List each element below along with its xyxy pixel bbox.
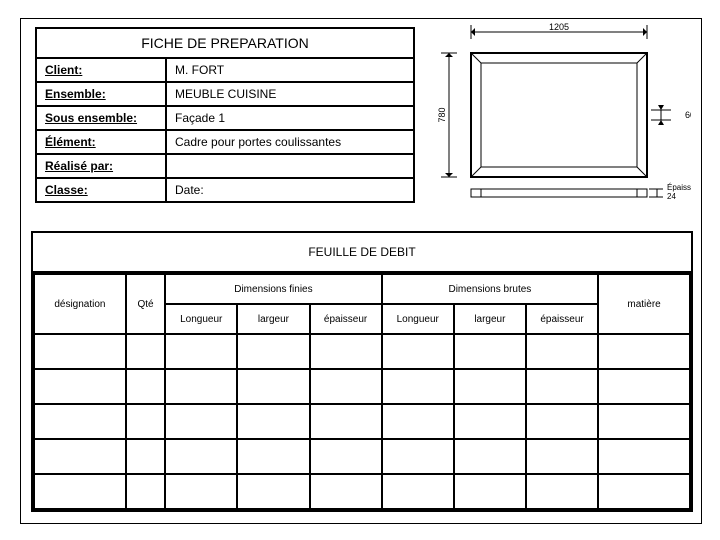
- table-cell: [382, 474, 454, 509]
- col-material: matière: [598, 274, 690, 334]
- table-cell: [126, 404, 165, 439]
- prep-value: M. FORT: [166, 58, 414, 82]
- prep-label: Classe:: [36, 178, 166, 202]
- table-row: [34, 474, 690, 509]
- table-cell: [34, 474, 126, 509]
- prep-title: FICHE DE PREPARATION: [36, 28, 414, 58]
- col-designation: désignation: [34, 274, 126, 334]
- table-cell: [34, 404, 126, 439]
- preparation-table: FICHE DE PREPARATION Client:M. FORTEnsem…: [35, 27, 415, 203]
- table-cell: [526, 474, 598, 509]
- table-cell: [126, 474, 165, 509]
- table-cell: [310, 369, 382, 404]
- svg-text:1205: 1205: [549, 23, 569, 32]
- table-cell: [382, 439, 454, 474]
- col-qty: Qté: [126, 274, 165, 334]
- prep-value: MEUBLE CUISINE: [166, 82, 414, 106]
- table-cell: [454, 369, 526, 404]
- prep-value: Date:: [166, 178, 414, 202]
- table-cell: [454, 474, 526, 509]
- col-fin-ep: épaisseur: [310, 304, 382, 334]
- table-row: [34, 439, 690, 474]
- debit-table: désignation Qté Dimensions finies Dimens…: [33, 273, 691, 510]
- table-cell: [526, 439, 598, 474]
- table-cell: [382, 334, 454, 369]
- table-cell: [237, 404, 309, 439]
- table-cell: [237, 474, 309, 509]
- table-cell: [598, 404, 690, 439]
- table-cell: [34, 334, 126, 369]
- col-group-finished: Dimensions finies: [165, 274, 381, 304]
- table-row: [34, 404, 690, 439]
- table-row: [34, 369, 690, 404]
- prep-value: Cadre pour portes coulissantes: [166, 130, 414, 154]
- table-cell: [165, 439, 237, 474]
- debit-title: FEUILLE DE DEBIT: [33, 233, 691, 273]
- prep-label: Client:: [36, 58, 166, 82]
- prep-label: Ensemble:: [36, 82, 166, 106]
- prep-label: Sous ensemble:: [36, 106, 166, 130]
- table-cell: [237, 439, 309, 474]
- table-cell: [454, 439, 526, 474]
- prep-label: Réalisé par:: [36, 154, 166, 178]
- table-cell: [310, 439, 382, 474]
- table-cell: [310, 404, 382, 439]
- col-raw-long: Longueur: [382, 304, 454, 334]
- table-cell: [598, 474, 690, 509]
- table-row: [34, 334, 690, 369]
- table-cell: [454, 404, 526, 439]
- svg-text:Épaisseur: Épaisseur: [667, 183, 691, 192]
- col-raw-ep: épaisseur: [526, 304, 598, 334]
- table-cell: [126, 334, 165, 369]
- prep-label: Élément:: [36, 130, 166, 154]
- table-cell: [126, 369, 165, 404]
- table-cell: [34, 369, 126, 404]
- table-cell: [598, 334, 690, 369]
- col-fin-larg: largeur: [237, 304, 309, 334]
- table-cell: [34, 439, 126, 474]
- col-raw-larg: largeur: [454, 304, 526, 334]
- svg-text:780: 780: [437, 107, 447, 122]
- col-fin-long: Longueur: [165, 304, 237, 334]
- table-cell: [165, 404, 237, 439]
- col-group-raw: Dimensions brutes: [382, 274, 598, 304]
- prep-value: Façade 1: [166, 106, 414, 130]
- table-cell: [526, 404, 598, 439]
- svg-text:24: 24: [667, 192, 676, 201]
- debit-section: FEUILLE DE DEBIT désignation Qté Dimensi…: [31, 231, 693, 512]
- table-cell: [165, 369, 237, 404]
- table-cell: [382, 369, 454, 404]
- table-cell: [454, 334, 526, 369]
- table-cell: [382, 404, 454, 439]
- svg-text:60: 60: [685, 110, 691, 120]
- table-cell: [526, 369, 598, 404]
- table-cell: [310, 334, 382, 369]
- technical-drawing: 1205 780 60 Épaisseur24: [431, 23, 691, 213]
- table-cell: [165, 334, 237, 369]
- table-cell: [237, 334, 309, 369]
- prep-value: [166, 154, 414, 178]
- page-frame: FICHE DE PREPARATION Client:M. FORTEnsem…: [20, 18, 702, 524]
- table-cell: [165, 474, 237, 509]
- table-cell: [598, 439, 690, 474]
- table-cell: [598, 369, 690, 404]
- table-cell: [237, 369, 309, 404]
- table-cell: [526, 334, 598, 369]
- table-cell: [310, 474, 382, 509]
- table-cell: [126, 439, 165, 474]
